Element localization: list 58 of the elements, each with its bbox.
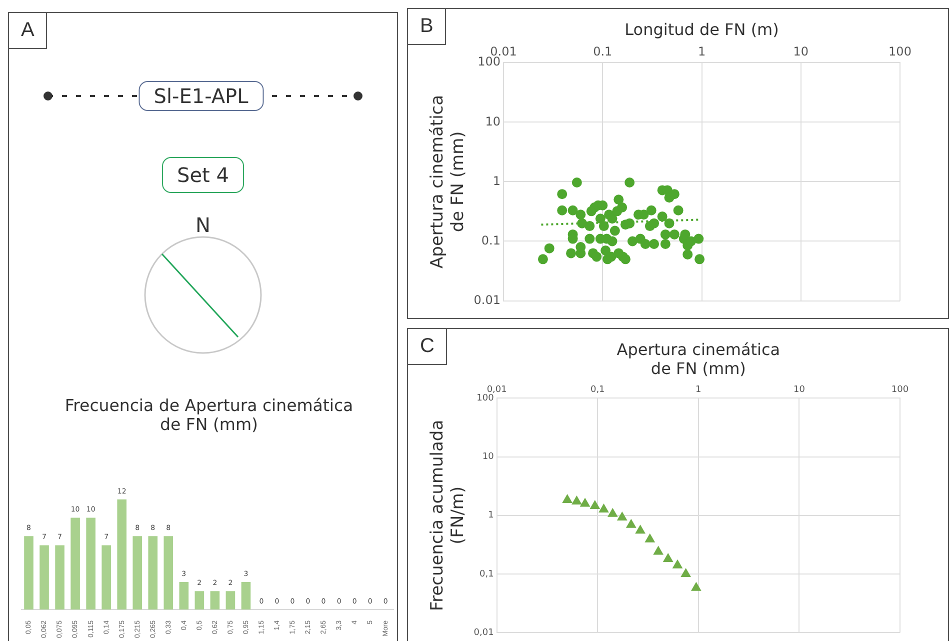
y-tick-label: 0.1 [481,233,501,248]
text: Sl-E1-APL [138,81,264,111]
x-tick-label: 0,1 [590,385,605,396]
x-tick-label: 1 [698,44,706,59]
bar [164,536,174,610]
point [616,512,628,521]
bar [40,545,49,610]
point [644,533,656,542]
bar [102,545,111,610]
x-axis-title: Apertura cinemática de FN (mm) [616,340,780,378]
x-tick-label: 0.1 [593,44,612,59]
text: Set 4 [162,157,244,193]
bar [226,591,236,610]
text: C [407,328,448,365]
point [607,508,618,517]
x-tick-label: 1 [696,385,702,396]
bar [194,591,204,610]
point [680,568,692,577]
point [562,494,572,504]
bar [132,536,142,610]
point [598,504,609,513]
bar [148,536,158,610]
y-tick-label: 100 [478,54,501,69]
point [690,582,702,591]
y-axis-title: Frecuencia acumulada (FN/m) [428,420,468,611]
y-tick-label: 100 [476,394,494,404]
y-axis-title: Apertura cinemática de FN (mm) [428,94,468,268]
y-tick-label: 0.01 [474,292,501,307]
y-tick-label: 10 [482,452,494,462]
point [626,518,636,528]
bar [24,536,34,610]
y-tick-label: 10 [485,114,501,128]
x-tick-label: 10 [793,385,806,396]
point [580,498,590,507]
x-tick-label: 100 [891,385,909,396]
bar [241,582,251,610]
text: N [196,213,210,237]
point [635,524,646,534]
x-tick-label: 10 [793,44,809,59]
bar [179,582,189,610]
bar [86,518,96,610]
bar [210,591,220,610]
point [653,546,664,555]
x-tick-label: 100 [888,44,912,59]
bar [117,499,126,610]
text: B [407,8,446,45]
y-tick-label: 1 [488,510,494,521]
x-axis-title: Longitud de FN (m) [624,20,779,39]
text: A [8,12,48,49]
point [572,495,582,504]
point [672,559,683,568]
chart-title: Frecuencia de Apertura cinemática de FN (mm) [64,396,354,434]
y-tick-label: 0,1 [480,569,494,580]
point [590,500,600,509]
y-tick-label: 1 [492,174,501,188]
point [662,553,674,562]
bar [70,518,80,610]
bar [55,545,64,610]
